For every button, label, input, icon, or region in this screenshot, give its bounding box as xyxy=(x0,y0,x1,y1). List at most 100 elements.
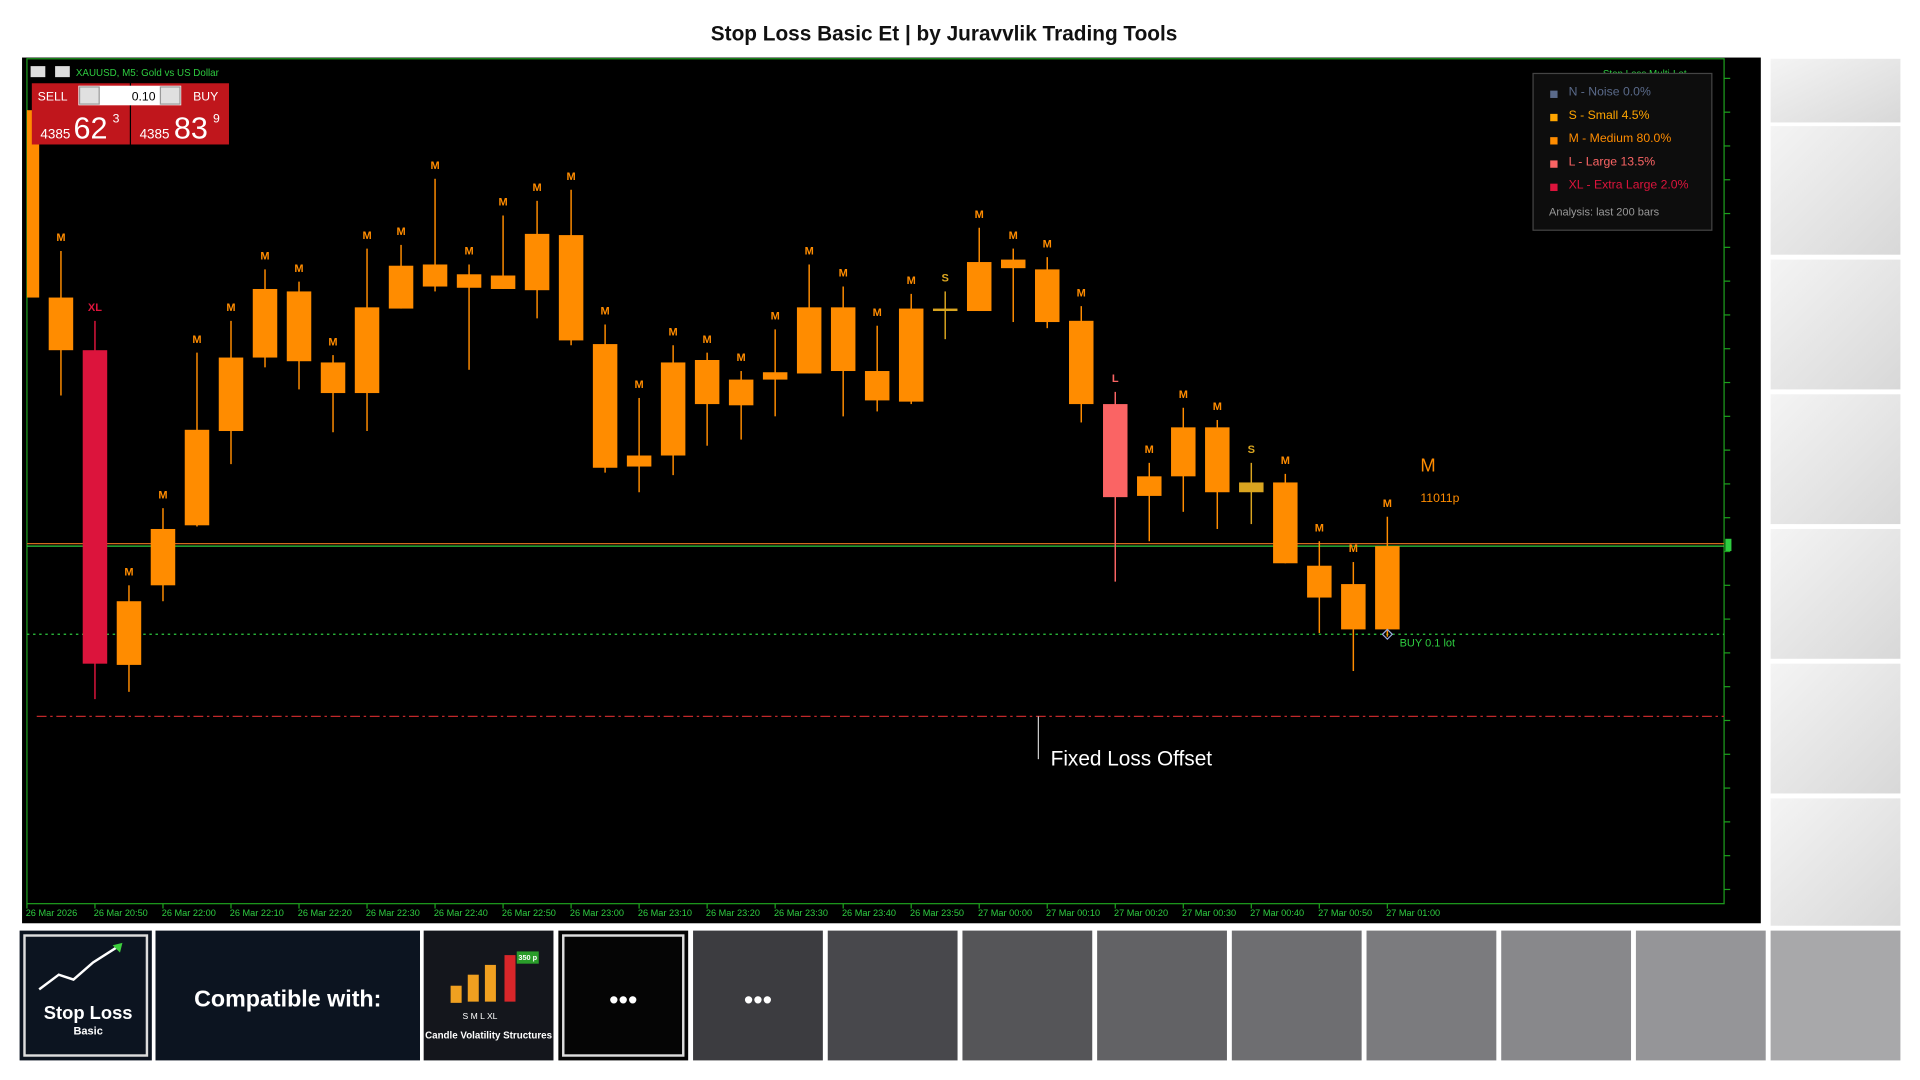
cvs-classes: S M L XL xyxy=(463,1011,498,1021)
thumbnail xyxy=(1770,394,1901,525)
candle-body xyxy=(48,297,74,351)
candle-label: M xyxy=(464,246,473,258)
candle-label: M xyxy=(703,334,712,346)
chart-background xyxy=(22,57,1761,924)
candle-body xyxy=(898,308,924,402)
candle-body xyxy=(932,308,958,312)
x-tick-label: 26 Mar 20:50 xyxy=(94,908,148,918)
thumbnail xyxy=(558,930,689,1061)
thumbnail xyxy=(1770,798,1901,926)
candle-label: M xyxy=(294,263,303,275)
candle-label: M xyxy=(124,567,133,579)
thumbnail xyxy=(1231,930,1362,1061)
icon-arrow xyxy=(112,942,123,953)
legend-entries: N - Noise 0.0% S - Small 4.5% M - Medium 8… xyxy=(1550,85,1689,192)
candle-body xyxy=(1000,259,1026,269)
candle-label: M xyxy=(1213,401,1222,413)
legend-entry: N - Noise 0.0% xyxy=(1569,85,1651,99)
thumbnail xyxy=(1366,930,1497,1061)
candle-body xyxy=(728,379,754,406)
candle-label: M xyxy=(669,327,678,339)
chart: 26 Mar 2026 M XL 26 Mar 20:50 M M 26 Mar 22:00… xyxy=(26,77,1732,918)
candle-body xyxy=(184,429,210,526)
candle-body xyxy=(82,350,108,664)
x-tick-label: 26 Mar 22:30 xyxy=(366,908,420,918)
sell-label[interactable]: SELL xyxy=(38,89,68,103)
x-tick-label: 27 Mar 00:00 xyxy=(978,908,1032,918)
candle-body xyxy=(830,307,856,372)
current-class: M xyxy=(1420,454,1435,475)
candle-body xyxy=(1069,320,1094,405)
more-dots: ••• xyxy=(744,985,772,1015)
candle-label: M xyxy=(567,171,576,183)
plot-frame xyxy=(26,58,1725,905)
candle-label: M xyxy=(1077,287,1086,299)
candle-label: M xyxy=(1383,498,1392,510)
thumbnail xyxy=(1501,930,1632,1061)
candle-label: M xyxy=(192,334,201,346)
candle-label: M xyxy=(1349,543,1358,555)
thumbnail xyxy=(962,930,1093,1061)
lot-value[interactable]: 0.10 xyxy=(132,89,156,103)
candle-body xyxy=(796,307,822,374)
x-tick-label: 26 Mar 23:20 xyxy=(706,908,760,918)
lot-down[interactable] xyxy=(78,86,100,105)
candle-body xyxy=(1103,404,1128,498)
candle-body xyxy=(490,275,516,289)
candle-body xyxy=(524,233,550,291)
lot-up[interactable] xyxy=(159,86,181,105)
candle-label: M xyxy=(805,246,814,258)
legend-note: Analysis: last 200 bars xyxy=(1549,207,1660,219)
icon-candle xyxy=(450,985,462,1003)
ask-small: 4385 xyxy=(140,126,170,141)
candle-body xyxy=(592,344,618,468)
candle-body xyxy=(252,288,278,358)
legend-box xyxy=(1532,72,1713,231)
candle-label: M xyxy=(56,232,65,244)
lot-input[interactable] xyxy=(78,85,182,106)
x-tick-label: 26 Mar 23:50 xyxy=(910,908,964,918)
thumbnail xyxy=(1097,930,1227,1061)
x-tick-label: 26 Mar 22:00 xyxy=(162,908,216,918)
buy-label[interactable]: BUY xyxy=(193,89,218,103)
legend-swatch xyxy=(1550,113,1558,122)
candle-body xyxy=(354,307,380,394)
candle-label: M xyxy=(1281,455,1290,467)
order-label: BUY 0.1 lot xyxy=(1400,638,1456,650)
candle-body xyxy=(1239,482,1264,493)
x-tick-label: 26 Mar 23:10 xyxy=(638,908,692,918)
icon-badge xyxy=(516,951,539,964)
candle-label: S xyxy=(1248,444,1255,456)
candle-label: M xyxy=(873,307,882,319)
candle-body xyxy=(1307,565,1332,598)
candle-body xyxy=(966,262,992,312)
candle-label: XL xyxy=(88,302,102,314)
symbol: XAUUSD, M5: Gold vs US Dollar xyxy=(76,68,220,79)
icon-candle xyxy=(467,974,479,1002)
product-title: Stop Loss xyxy=(44,1002,133,1023)
thumbnail-column xyxy=(1770,58,1901,926)
thumbnail xyxy=(1770,58,1901,123)
candle-label: M xyxy=(1315,522,1324,534)
candle-label: M xyxy=(1179,389,1188,401)
ask-big: 83 xyxy=(174,111,208,145)
thumbnail xyxy=(1770,663,1901,794)
candle-body xyxy=(864,371,890,401)
candle-label: M xyxy=(396,226,405,238)
candle-body xyxy=(1341,584,1366,630)
candle-body xyxy=(1171,427,1196,477)
order-marker xyxy=(1381,628,1394,641)
icon-candle xyxy=(504,955,516,1002)
legend-entry: S - Small 4.5% xyxy=(1569,108,1650,122)
candle-body xyxy=(626,455,652,467)
legend-swatch xyxy=(1550,137,1558,145)
x-tick-label: 26 Mar 23:30 xyxy=(774,908,828,918)
candle-label: M xyxy=(158,489,167,501)
candle-body xyxy=(694,360,720,405)
candle-body xyxy=(116,601,142,665)
product-sub: Basic xyxy=(73,1026,102,1038)
compatible: Compatible with: xyxy=(194,986,381,1012)
candle-label: M xyxy=(1009,230,1018,242)
plot xyxy=(26,110,1725,717)
